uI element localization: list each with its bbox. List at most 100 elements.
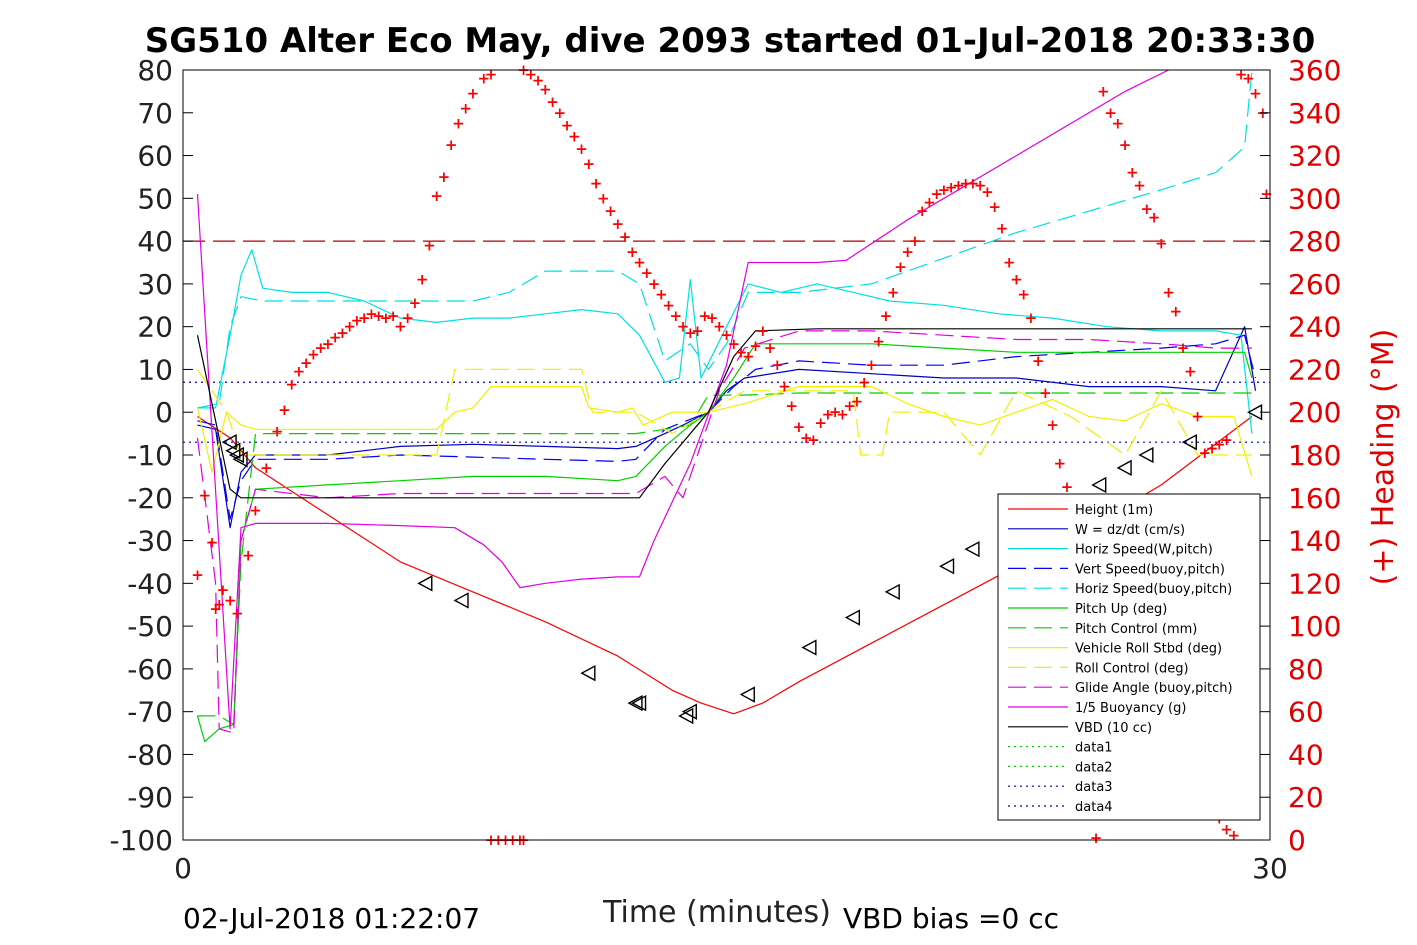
series-line-6 [197, 392, 1252, 726]
heading-point: + [996, 219, 1009, 237]
y-tick-label: -60 [127, 653, 173, 686]
heading-point: + [1155, 234, 1168, 252]
heading-point: + [1227, 827, 1240, 845]
heading-markers: ++++++++++++++++++++++++++++++++++++++++… [191, 61, 1272, 849]
heading-point: + [887, 283, 900, 301]
y-right-tick-label: 200 [1288, 396, 1341, 429]
heading-point: + [260, 459, 273, 477]
heading-point: + [1148, 209, 1161, 227]
heading-point: + [612, 215, 625, 233]
footer-vbd-bias: VBD bias =0 cc [843, 902, 1059, 935]
y-tick-label: 70 [137, 97, 173, 130]
heading-point: + [430, 187, 443, 205]
legend-label: Vehicle Roll Stbd (deg) [1075, 642, 1222, 657]
heading-point: + [1220, 431, 1233, 449]
legend-label: Horiz Speed(buoy,pitch) [1075, 582, 1232, 597]
series-line-11 [196, 328, 1252, 499]
heading-point: + [532, 72, 545, 90]
heading-point: + [894, 258, 907, 276]
heading-point: + [720, 326, 733, 344]
series-line-9 [196, 330, 1252, 734]
heading-point: + [1213, 435, 1226, 453]
heading-point: + [358, 309, 371, 327]
heading-point: + [742, 348, 755, 366]
dive-marker [221, 433, 237, 451]
heading-point: + [1032, 352, 1045, 370]
heading-point: + [231, 604, 244, 622]
heading-point: + [858, 373, 871, 391]
heading-point: + [807, 431, 820, 449]
heading-point: + [851, 393, 864, 411]
legend-label: data3 [1075, 780, 1113, 795]
heading-point: + [467, 85, 480, 103]
y-right-tick-label: 180 [1288, 439, 1341, 472]
heading-point: + [285, 375, 298, 393]
heading-point: + [1046, 416, 1059, 434]
dive-marker [939, 558, 955, 575]
dive-marker [1116, 459, 1132, 477]
y-right-tick-label: 220 [1288, 353, 1341, 386]
heading-point: + [988, 198, 1001, 216]
series-line-10 [196, 69, 1169, 730]
heading-point: + [764, 339, 777, 357]
heading-point: + [981, 183, 994, 201]
legend-label: data4 [1075, 800, 1113, 815]
legend-label: Glide Angle (buoy,pitch) [1075, 681, 1233, 696]
y-right-tick-label: 100 [1288, 610, 1341, 643]
heading-point: + [1112, 114, 1125, 132]
heading-point: + [1010, 271, 1023, 289]
heading-point: + [930, 185, 943, 203]
y-tick-label: 40 [137, 225, 173, 258]
y-tick-label: -80 [127, 738, 173, 771]
heading-point: + [416, 271, 429, 289]
dive-marker [631, 694, 647, 712]
heading-point: + [546, 93, 559, 111]
y-tick-label: -40 [127, 567, 173, 600]
heading-point: + [669, 307, 682, 325]
heading-point: + [394, 318, 407, 336]
y-tick-label: -70 [127, 696, 173, 729]
heading-point: + [713, 318, 726, 336]
heading-point: + [1177, 339, 1190, 357]
dive-marker [844, 609, 861, 626]
heading-point: + [1220, 820, 1233, 838]
heading-point: + [191, 566, 204, 584]
heading-point: + [459, 100, 472, 118]
heading-point: + [583, 155, 596, 173]
heading-point: + [974, 177, 987, 195]
dive-marker [1181, 433, 1197, 451]
x-axis-label: Time (minutes) [602, 895, 831, 930]
y-axis-label-right: (+) Heading (°M) [1366, 329, 1401, 586]
dive-marker [739, 686, 755, 703]
y-right-tick-label: 120 [1288, 567, 1341, 600]
heading-point: + [307, 345, 320, 363]
heading-point: + [967, 174, 980, 192]
dive-marker [884, 583, 900, 601]
heading-point: + [829, 403, 842, 421]
heading-point: + [271, 422, 284, 440]
heading-point: + [249, 502, 262, 520]
heading-point: + [1133, 177, 1146, 195]
y-right-tick-label: 40 [1288, 738, 1324, 771]
heading-point: + [445, 136, 458, 154]
heading-point: + [293, 363, 306, 381]
series-line-2 [197, 249, 1253, 434]
heading-point: + [633, 254, 646, 272]
heading-point: + [1003, 254, 1016, 272]
heading-point: + [923, 194, 936, 212]
heading-point: + [224, 591, 237, 609]
heading-point: + [959, 174, 972, 192]
heading-point: + [872, 333, 885, 351]
heading-point: + [749, 337, 762, 355]
y-tick-label: -10 [127, 439, 173, 472]
heading-point: + [1097, 82, 1110, 100]
heading-point: + [648, 275, 661, 293]
y-tick-label: -90 [127, 781, 173, 814]
heading-point: + [213, 596, 226, 614]
heading-point: + [756, 322, 769, 340]
heading-point: + [452, 114, 465, 132]
heading-point: + [1017, 286, 1030, 304]
heading-point: + [380, 309, 393, 327]
heading-point: + [640, 264, 653, 282]
